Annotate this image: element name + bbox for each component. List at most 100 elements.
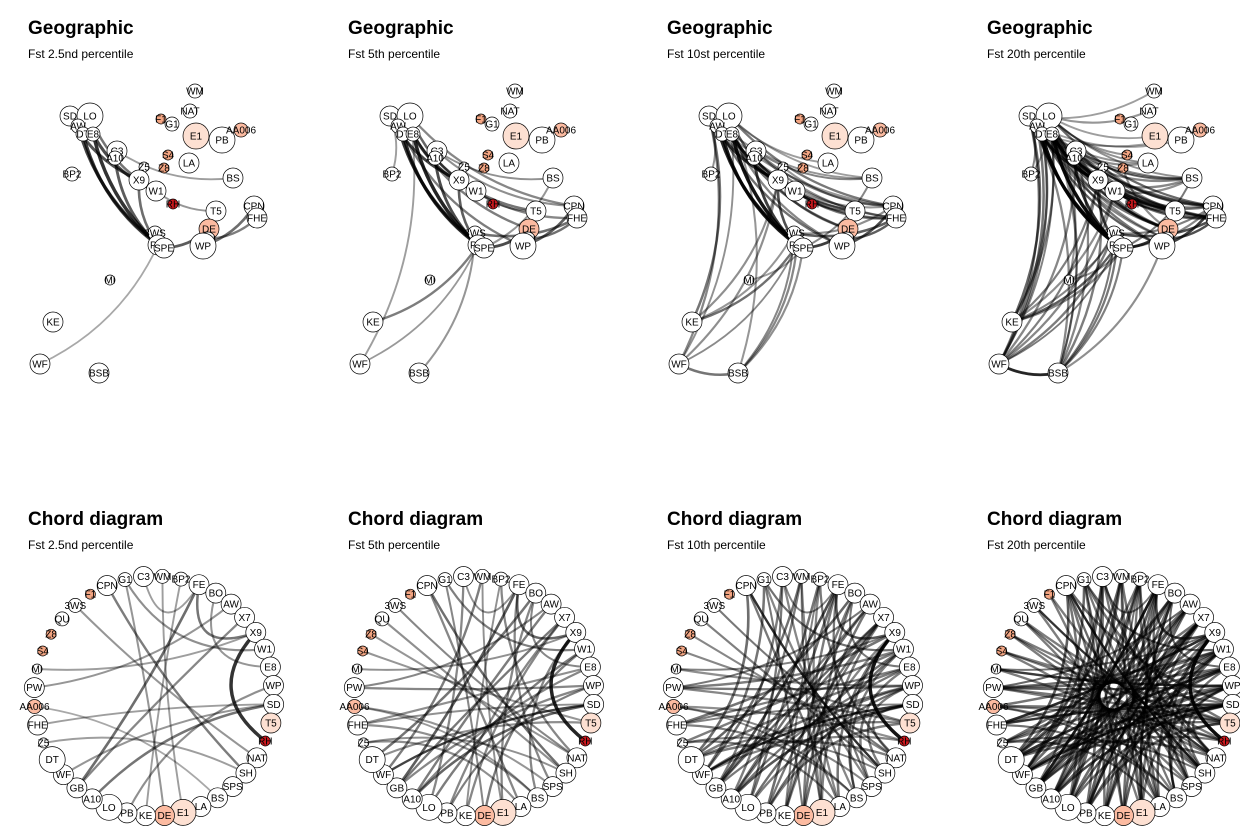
chord-node [859, 593, 881, 615]
chord-edge [1021, 575, 1104, 776]
network-node [797, 162, 809, 174]
chord-edge [142, 575, 200, 614]
network-edge [1010, 243, 1119, 324]
chord-edge [812, 577, 824, 814]
node-label: LA [1142, 159, 1155, 170]
chord-node [81, 788, 103, 810]
network-node [1104, 180, 1126, 202]
chord-edge [356, 631, 577, 671]
chord-edge [1064, 584, 1081, 809]
network-node [408, 362, 430, 384]
geographic-panel: Geographic Fst 2.5nd percentile WM NAT SD LO A… [28, 18, 328, 384]
node-label: 3WS [703, 601, 725, 612]
chord-node [38, 737, 49, 749]
chord-edge [515, 583, 578, 640]
node-label: WM [474, 572, 492, 583]
network-edge [1075, 150, 1193, 181]
chord-node [874, 762, 896, 784]
node-label: BP2 [1022, 170, 1041, 181]
chord-node [873, 606, 894, 628]
node-label: GB [390, 783, 405, 794]
chord-edge [675, 667, 914, 687]
node-label: X7 [877, 613, 890, 624]
network-edge [1040, 132, 1194, 180]
chord-edge [370, 633, 578, 759]
chord-edge [33, 603, 233, 689]
node-label: X9 [889, 628, 902, 639]
network-node [542, 167, 564, 189]
node-label: S4 [357, 647, 370, 658]
chord-node [827, 574, 849, 596]
node-label: RH [486, 200, 500, 211]
network-node [222, 167, 244, 189]
node-label: RH [258, 737, 272, 748]
node-label: A10 [1065, 154, 1083, 165]
chord-node [997, 746, 1025, 773]
network-edge [1027, 114, 1071, 375]
node-label: CPN [1202, 202, 1223, 213]
chord-edge [690, 721, 911, 761]
network-edge [1047, 114, 1215, 208]
chord-node [997, 737, 1008, 749]
network-node [182, 103, 198, 119]
chord-node [794, 568, 809, 584]
node-label: PB [1079, 808, 1093, 819]
chord-edge [483, 647, 586, 817]
network-edge [754, 149, 898, 220]
network-node [792, 237, 814, 259]
node-label: QU [1014, 614, 1029, 625]
node-label: E1 [497, 808, 510, 819]
node-label: BSB [728, 369, 748, 380]
network-node [155, 113, 167, 125]
chord-node [401, 788, 423, 810]
node-label: WP [265, 681, 281, 692]
network-node [384, 166, 400, 182]
chord-node [1055, 575, 1077, 596]
network-node [405, 126, 421, 142]
network-node [498, 152, 520, 174]
network-node [821, 103, 837, 119]
node-label: SPS [1182, 782, 1202, 793]
chord-node [1044, 588, 1055, 600]
chord-edge [1170, 721, 1232, 799]
chord-edge [802, 647, 905, 817]
node-label: KE [1005, 318, 1019, 329]
node-label: LA [834, 802, 847, 813]
node-label: DT [1005, 755, 1018, 766]
network-edge [690, 243, 799, 324]
chord-node [540, 593, 562, 615]
panel-subtitle: Fst 5th percentile [348, 538, 441, 552]
node-label: AA006 [658, 702, 688, 713]
node-label: NAT [886, 753, 905, 764]
network-node [158, 162, 170, 174]
network-node [164, 116, 180, 132]
chord-edge [36, 703, 275, 726]
chord-edge [1034, 665, 1231, 790]
node-label: A10 [745, 154, 763, 165]
node-label: E8 [584, 663, 597, 674]
node-label: NAT [819, 107, 838, 118]
node-label: FHE [667, 721, 687, 732]
node-label: Z5 [458, 163, 470, 174]
node-label: 3WS [384, 601, 406, 612]
chord-node [207, 787, 228, 809]
node-label: F1 [794, 115, 806, 126]
chord-edge [125, 684, 275, 814]
chord-edge [353, 603, 553, 689]
node-label: G1 [804, 120, 818, 131]
chord-edge [371, 721, 592, 761]
network-node [847, 126, 875, 154]
network-node [817, 152, 839, 174]
node-label: FE [1152, 580, 1165, 591]
chord-edge [62, 703, 275, 776]
node-label: SD [383, 112, 397, 123]
network-node [153, 237, 175, 259]
chord-node [31, 663, 43, 675]
node-label: S4 [1121, 151, 1134, 162]
node-label: Z8 [1117, 164, 1129, 175]
node-label: NAT [1139, 107, 1158, 118]
node-label: GB [1029, 783, 1044, 794]
node-label: BP2 [172, 575, 191, 586]
geographic-panel: Geographic Fst 20th percentile WM NAT SD LO AW… [987, 18, 1240, 384]
chord-edge [764, 583, 840, 815]
